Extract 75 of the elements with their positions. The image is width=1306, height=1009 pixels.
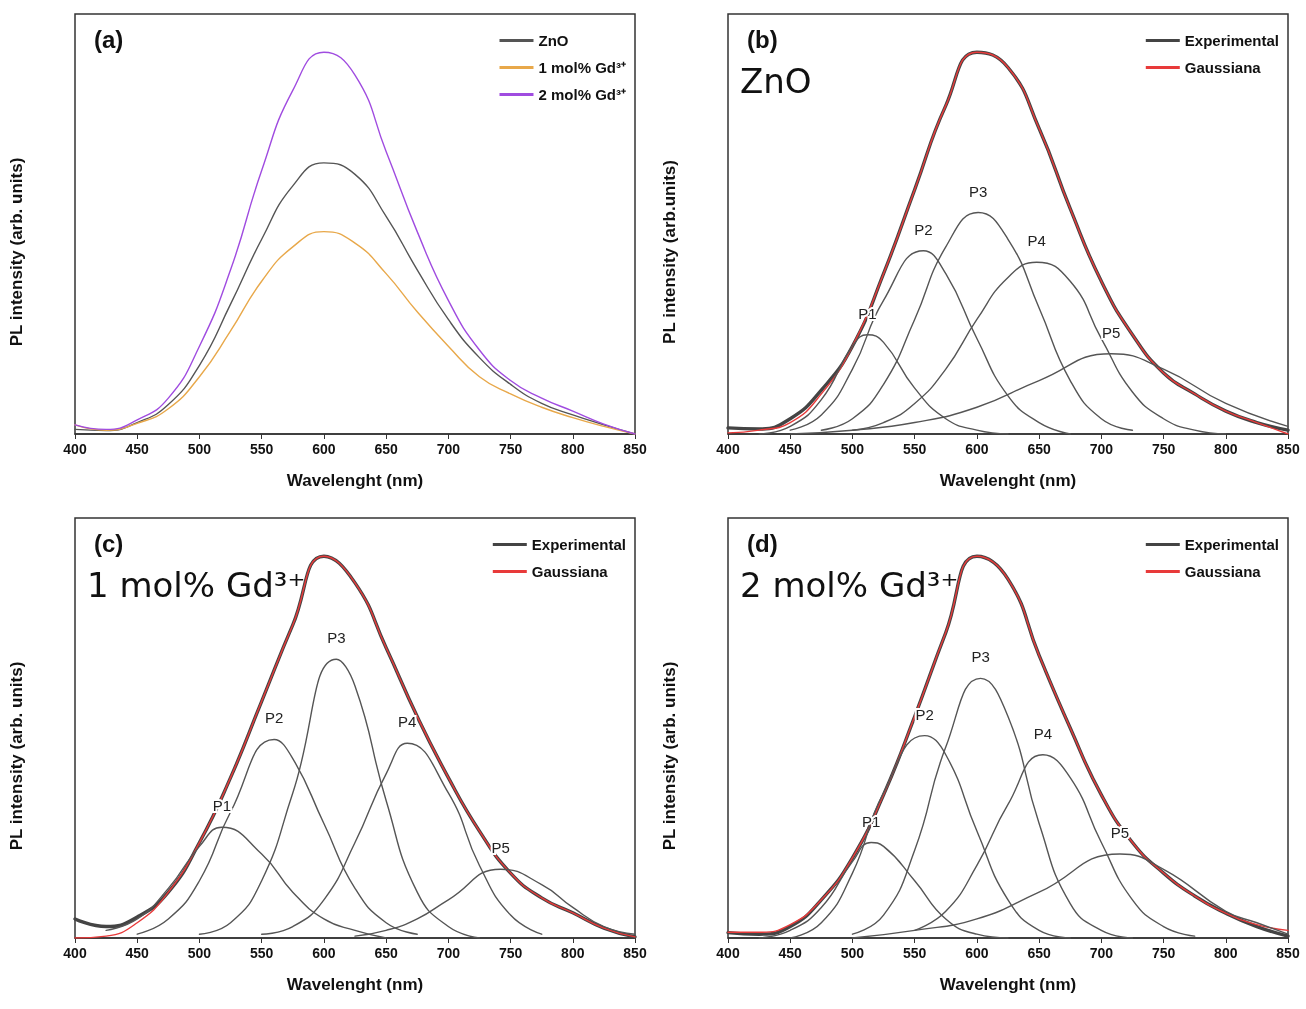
- y-axis-title: PL intensity (arb. units): [660, 661, 679, 851]
- x-tick-label: 800: [561, 945, 585, 961]
- x-tick-label: 550: [902, 945, 927, 961]
- chart-title: (a): [94, 25, 124, 53]
- x-tick-label: 700: [1089, 441, 1114, 457]
- x-tick-label: 650: [374, 945, 398, 961]
- x-tick-label: 450: [778, 441, 803, 457]
- x-tick-label: 550: [249, 441, 274, 457]
- x-tick-label: 700: [436, 441, 461, 457]
- y-axis-title: PL intensity (arb. units): [7, 157, 26, 347]
- legend-label: 1 mol% Gd³⁺: [538, 59, 627, 76]
- x-tick-label: 450: [778, 945, 803, 961]
- annotation: P2: [264, 709, 284, 727]
- x-tick-label: 400: [716, 945, 740, 961]
- chart-title: (b): [747, 25, 778, 53]
- annotation: P2: [915, 705, 934, 723]
- chart-title: (c): [94, 529, 124, 557]
- x-tick-label: 650: [1027, 945, 1051, 961]
- y-axis-title: PL intensity (arb. units): [7, 661, 26, 851]
- x-tick-label: 750: [1151, 441, 1176, 457]
- annotation: ZnO: [740, 61, 812, 101]
- legend-label: Experimental: [1184, 536, 1280, 553]
- legend-label: Gaussiana: [1184, 59, 1262, 76]
- x-tick-label: 400: [63, 441, 87, 457]
- x-tick-label: 850: [1276, 441, 1300, 457]
- x-tick-label: 600: [965, 441, 989, 457]
- annotation: P4: [1033, 724, 1053, 742]
- x-tick-label: 400: [63, 945, 87, 961]
- x-tick-label: 800: [561, 441, 585, 457]
- x-tick-label: 750: [498, 945, 523, 961]
- x-tick-label: 600: [965, 945, 989, 961]
- x-tick-label: 550: [249, 945, 274, 961]
- legend-label: 2 mol% Gd³⁺: [538, 86, 627, 103]
- x-tick-label: 600: [312, 441, 336, 457]
- x-tick-label: 450: [125, 945, 150, 961]
- x-axis-title: Wavelenght (nm): [939, 471, 1077, 490]
- x-tick-label: 700: [436, 945, 461, 961]
- x-axis-title: Wavelenght (nm): [286, 471, 424, 490]
- annotation: P3: [968, 182, 988, 200]
- legend-label: Experimental: [1184, 32, 1280, 49]
- annotation: P3: [327, 629, 346, 647]
- annotation: P4: [398, 713, 417, 731]
- x-axis-title: Wavelenght (nm): [286, 975, 424, 994]
- x-tick-label: 550: [902, 441, 927, 457]
- x-axis-title: Wavelenght (nm): [939, 975, 1077, 994]
- x-tick-label: 500: [187, 945, 212, 961]
- annotation: P5: [1102, 323, 1121, 341]
- x-tick-label: 800: [1214, 945, 1238, 961]
- x-tick-label: 450: [125, 441, 150, 457]
- legend-label: Gaussiana: [531, 563, 609, 580]
- annotation: P4: [1027, 232, 1046, 250]
- y-axis-title: PL intensity (arb.units): [660, 160, 679, 344]
- x-tick-label: 850: [1276, 945, 1300, 961]
- x-tick-label: 400: [716, 441, 740, 457]
- x-tick-label: 850: [623, 441, 647, 457]
- x-tick-label: 650: [1027, 441, 1051, 457]
- x-tick-label: 750: [498, 441, 523, 457]
- chart-title: (d): [747, 529, 778, 557]
- x-tick-label: 650: [374, 441, 398, 457]
- x-tick-label: 750: [1151, 945, 1176, 961]
- annotation: P3: [971, 648, 990, 666]
- x-tick-label: 500: [187, 441, 212, 457]
- x-tick-label: 500: [840, 945, 865, 961]
- x-tick-label: 800: [1214, 441, 1238, 457]
- x-tick-label: 600: [312, 945, 336, 961]
- annotation: 2 mol% Gd³⁺: [740, 565, 959, 605]
- x-tick-label: 700: [1089, 945, 1114, 961]
- x-tick-label: 850: [623, 945, 647, 961]
- legend-label: Gaussiana: [1184, 563, 1262, 580]
- legend-label: ZnO: [538, 32, 569, 49]
- annotation: P2: [914, 220, 933, 238]
- annotation: P5: [491, 839, 510, 857]
- x-tick-label: 500: [840, 441, 865, 457]
- legend-label: Experimental: [531, 536, 627, 553]
- annotation: 1 mol% Gd³⁺: [87, 565, 306, 605]
